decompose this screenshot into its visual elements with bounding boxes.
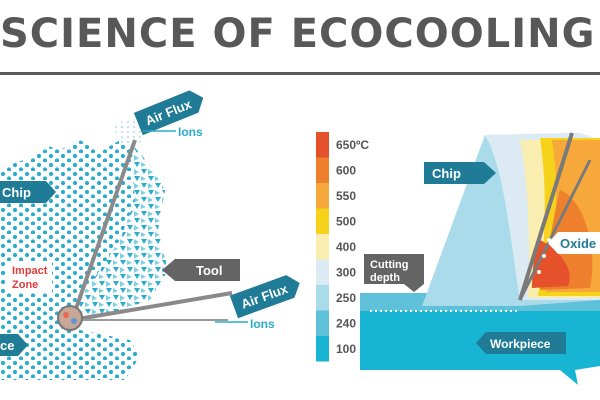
legend-label: 250 bbox=[336, 291, 356, 305]
legend-swatch bbox=[316, 157, 329, 183]
workpiece-tag-right bbox=[476, 332, 566, 354]
legend-label: 300 bbox=[336, 265, 356, 279]
legend-label: 400 bbox=[336, 240, 356, 254]
chip-triangle-region bbox=[78, 142, 168, 322]
tool-rake-edge bbox=[70, 139, 137, 321]
workpiece-label-fragment: ce bbox=[0, 338, 14, 353]
oxide-layer-tag bbox=[548, 232, 600, 254]
chip-tag bbox=[0, 181, 56, 203]
tool-tag bbox=[162, 259, 240, 281]
tool-rake-edge-right bbox=[518, 132, 574, 301]
legend-label: 650ºC bbox=[336, 138, 369, 152]
chip-label: Chip bbox=[2, 185, 31, 200]
tool-label: Tool bbox=[196, 263, 222, 278]
chip-tag-right bbox=[424, 162, 496, 184]
legend-label: 100 bbox=[336, 342, 356, 356]
right-cutting-diagram: Chip Cutting depth Oxide L Workpiece bbox=[360, 132, 600, 385]
tool-flank-edge bbox=[71, 291, 233, 322]
ions-bottom-label: Ions bbox=[250, 317, 275, 331]
ions-top-label: Ions bbox=[178, 125, 203, 139]
legend-swatch bbox=[316, 208, 329, 234]
cutting-depth-tag bbox=[364, 254, 424, 292]
legend-swatch bbox=[316, 336, 329, 362]
chip-label-right: Chip bbox=[432, 166, 461, 181]
legend-label: 240 bbox=[336, 316, 356, 330]
legend-label: 500 bbox=[336, 214, 356, 228]
air-flux-bottom-tag: Air Flux bbox=[229, 275, 300, 319]
cutting-depth-label-line2: depth bbox=[370, 272, 400, 284]
impact-zone-label-line2: Zone bbox=[12, 279, 38, 291]
oxide-layer-label: Oxide L bbox=[560, 236, 600, 251]
legend-swatch bbox=[316, 310, 329, 336]
legend-swatch bbox=[316, 259, 329, 285]
impact-zone-marker bbox=[57, 305, 83, 331]
legend-swatch bbox=[316, 132, 329, 158]
page-title: SCIENCE OF ECOCOOLING bbox=[0, 11, 596, 57]
left-cutting-diagram: Air Flux Ions Chip Impact Zone Tool Air … bbox=[0, 90, 300, 380]
cutting-depth-label-line1: Cutting bbox=[370, 259, 408, 271]
impact-zone-label-line1: Impact bbox=[12, 265, 48, 277]
legend-label: 600 bbox=[336, 163, 356, 177]
legend-swatch bbox=[316, 183, 329, 209]
legend-swatch bbox=[316, 234, 329, 260]
workpiece-label-right: Workpiece bbox=[490, 337, 551, 351]
temperature-legend: 650ºC 600 550 500 400 300 250 240 100 bbox=[316, 132, 369, 362]
legend-swatch bbox=[316, 285, 329, 311]
workpiece-tag bbox=[0, 334, 28, 356]
legend-label: 550 bbox=[336, 189, 356, 203]
title-underline bbox=[0, 72, 600, 75]
